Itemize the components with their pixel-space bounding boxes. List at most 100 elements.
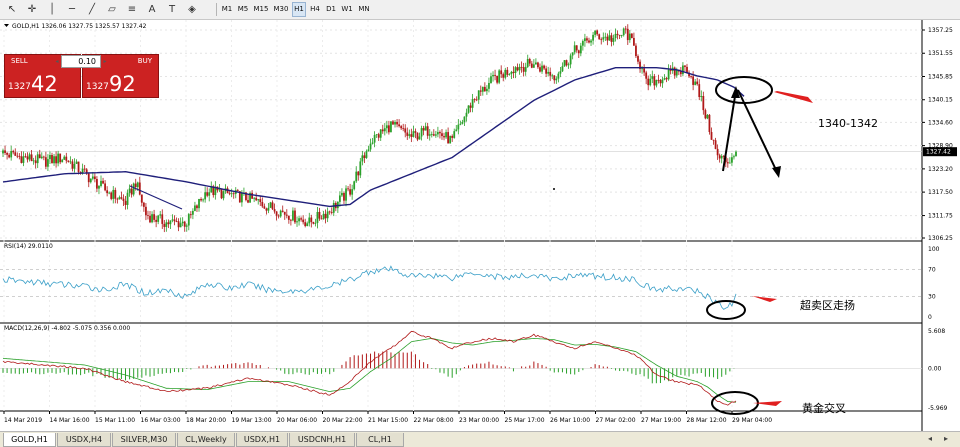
candle-bear — [163, 223, 166, 227]
candle-bear — [328, 211, 331, 213]
price-tick-label: 1317.50 — [928, 189, 953, 196]
candle-bull — [210, 186, 213, 193]
time-tick-label: 20 Mar 06:00 — [277, 417, 317, 424]
candle-bull — [40, 156, 43, 159]
candle-bear — [692, 76, 695, 85]
candle-bull — [602, 37, 605, 40]
chart-tab[interactable]: USDX,H1 — [236, 433, 288, 447]
macd-indicator: 5.608 0.00 -5.969 — [0, 328, 948, 412]
candle-bull — [136, 182, 139, 188]
candle-bull — [524, 66, 527, 72]
candle-bull — [185, 225, 188, 227]
chart-tab[interactable]: SILVER,M30 — [112, 433, 176, 447]
timeframe-m1[interactable]: M1 — [221, 5, 233, 13]
chart-tab[interactable]: CL,H1 — [356, 433, 404, 447]
chart-tab[interactable]: GOLD,H1 — [3, 433, 56, 447]
candle-bear — [624, 28, 627, 30]
candle-bear — [142, 202, 145, 207]
lot-decrease-icon[interactable]: ◂ — [55, 58, 59, 65]
candle-bull — [345, 188, 347, 201]
timeframe-mn[interactable]: MN — [358, 5, 370, 13]
chart-info-arrow-icon — [4, 24, 9, 27]
candle-bull — [567, 64, 570, 66]
candle-bear — [512, 71, 515, 73]
candle-bear — [245, 192, 247, 201]
macd-label: MACD(12,26,9) -4.802 -5.075 0.356 0.000 — [4, 325, 130, 332]
candle-bear — [265, 208, 268, 211]
chart-tab[interactable]: USDX,H4 — [57, 433, 111, 447]
timeframe-m15[interactable]: M15 — [253, 5, 269, 13]
candle-bull — [187, 214, 190, 226]
candle-bear — [34, 160, 37, 164]
timeframe-h1[interactable]: H1 — [292, 2, 306, 17]
time-tick-label: 14 Mar 2019 — [4, 417, 42, 424]
horizontal-line-icon[interactable]: ─ — [68, 4, 76, 15]
red-arrow-icon — [774, 91, 813, 103]
candle-bull — [100, 180, 102, 187]
timeframe-m30[interactable]: M30 — [273, 5, 289, 13]
candle-bear — [618, 34, 621, 36]
candle-bull — [373, 134, 376, 143]
time-tick-label: 15 Mar 11:00 — [95, 417, 135, 424]
timeframe-h4[interactable]: H4 — [310, 5, 320, 13]
rsi-indicator: 100 70 30 0 — [0, 246, 940, 321]
fibonacci-icon[interactable]: ≡ — [127, 4, 137, 15]
tab-scroll-right-icon[interactable]: ▸ — [944, 434, 949, 443]
current-price-tag — [923, 147, 957, 157]
time-tick-label: 21 Mar 15:00 — [368, 417, 408, 424]
timeframe-d1[interactable]: D1 — [326, 5, 336, 13]
candle-bull — [573, 45, 576, 53]
candle-bear — [271, 202, 274, 210]
candle-bull — [355, 171, 358, 182]
vertical-line-icon[interactable]: │ — [48, 4, 56, 15]
sell-price-big: 42 — [31, 72, 58, 96]
candle-bull — [694, 81, 697, 85]
one-click-trading-panel: SELL 1327 42 BUY 1327 92 ◂ 0.10 ▸ — [4, 54, 159, 98]
tab-scroll-left-icon[interactable]: ◂ — [928, 434, 933, 443]
candle-bull — [675, 69, 678, 76]
candle-bear — [85, 169, 88, 174]
chart-window[interactable]: 100 70 30 0 5.608 0.00 -5.969 1357.25 1351.55 1… — [0, 20, 960, 431]
trendline-icon[interactable]: ╱ — [88, 4, 96, 15]
candle-bear — [443, 136, 445, 138]
candle-bear — [110, 192, 113, 199]
channel-icon[interactable]: ▱ — [108, 4, 116, 15]
candle-bear — [575, 45, 578, 51]
candle-bear — [665, 78, 668, 80]
shapes-icon[interactable]: ◈ — [188, 4, 196, 15]
candle-bear — [522, 67, 525, 72]
crosshair-icon[interactable]: ✛ — [27, 4, 37, 15]
up-arrow-head-icon — [731, 86, 740, 98]
candle-bull — [449, 135, 452, 144]
candles — [2, 24, 737, 233]
candle-bull — [733, 156, 735, 158]
candle-bear — [318, 211, 321, 219]
candle-bull — [75, 161, 78, 164]
candle-bear — [236, 190, 239, 192]
lot-increase-icon[interactable]: ▸ — [103, 58, 107, 65]
candle-bull — [541, 65, 543, 72]
candle-bear — [494, 74, 496, 76]
candle-bear — [220, 189, 223, 199]
candle-bear — [196, 205, 198, 209]
candle-bear — [71, 161, 74, 169]
lot-size-input[interactable]: 0.10 — [61, 55, 101, 68]
candle-bear — [130, 188, 133, 195]
candle-bear — [153, 214, 155, 220]
time-tick-label: 18 Mar 20:00 — [186, 417, 226, 424]
label-icon[interactable]: T — [168, 4, 176, 15]
candle-bull — [322, 213, 325, 220]
text-tool-icon[interactable]: A — [148, 4, 156, 15]
candle-bull — [547, 71, 550, 74]
timeframe-w1[interactable]: W1 — [341, 5, 353, 13]
chart-tab[interactable]: CL,Weekly — [177, 433, 235, 447]
trendline — [129, 185, 183, 210]
candle-bull — [706, 114, 709, 119]
candle-bear — [300, 218, 303, 220]
candle-bull — [32, 160, 35, 162]
chart-tab[interactable]: USDCNH,H1 — [289, 433, 355, 447]
timeframe-m5[interactable]: M5 — [237, 5, 249, 13]
cursor-icon[interactable]: ↖ — [7, 4, 17, 15]
candle-bull — [569, 55, 572, 65]
